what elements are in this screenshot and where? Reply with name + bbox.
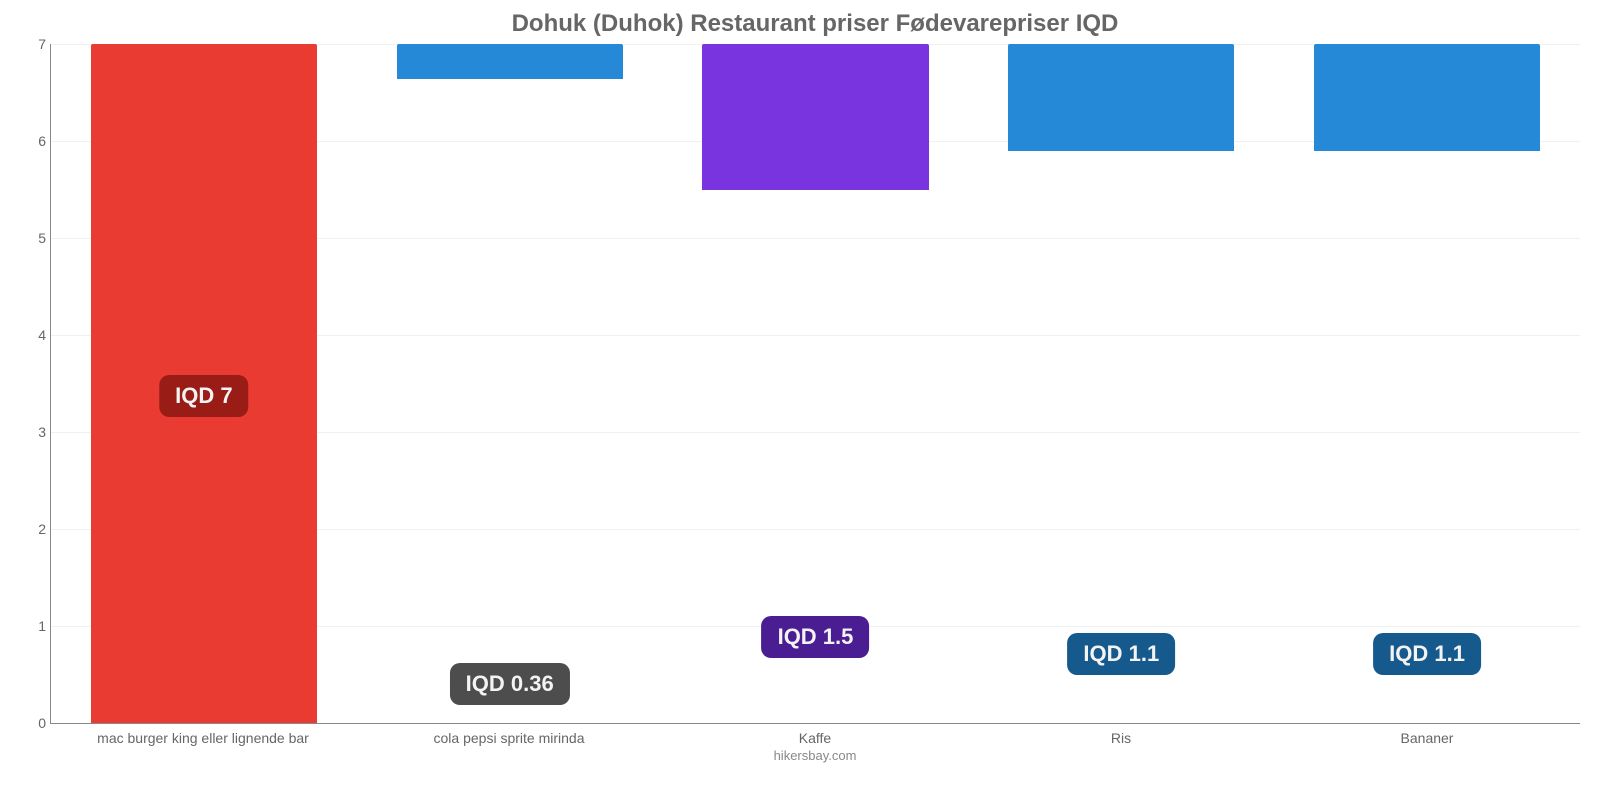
y-tick-label: 6 xyxy=(21,133,46,149)
x-axis-label: Ris xyxy=(968,730,1274,746)
bar-value-badge: IQD 0.36 xyxy=(450,663,570,705)
chart-title: Dohuk (Duhok) Restaurant priser Fødevare… xyxy=(50,10,1580,38)
y-tick-label: 0 xyxy=(21,715,46,731)
x-axis-labels: mac burger king eller lignende barcola p… xyxy=(50,730,1580,746)
y-tick-label: 1 xyxy=(21,618,46,634)
y-tick-label: 7 xyxy=(21,36,46,52)
bar-slot: IQD 0.36 xyxy=(357,44,663,723)
y-tick-label: 3 xyxy=(21,424,46,440)
price-bar-chart: Dohuk (Duhok) Restaurant priser Fødevare… xyxy=(0,0,1600,800)
y-tick-label: 4 xyxy=(21,327,46,343)
bar-value-badge: IQD 1.1 xyxy=(1067,633,1175,675)
bars-container: IQD 7 IQD 0.36 IQD 1.5 IQD 1.1 IQD 1.1 xyxy=(51,44,1580,723)
y-tick-label: 2 xyxy=(21,521,46,537)
bar xyxy=(1008,44,1234,151)
bar-slot: IQD 1.1 xyxy=(968,44,1274,723)
x-axis-label: mac burger king eller lignende bar xyxy=(50,730,356,746)
bar-value-badge: IQD 1.1 xyxy=(1373,633,1481,675)
bar-slot: IQD 7 xyxy=(51,44,357,723)
bar xyxy=(1314,44,1540,151)
x-axis-label: cola pepsi sprite mirinda xyxy=(356,730,662,746)
attribution-text: hikersbay.com xyxy=(50,748,1580,763)
plot-area: 01234567 IQD 7IQD 0.36IQD 1.5IQD 1.1IQD … xyxy=(50,44,1580,724)
bar-slot: IQD 1.1 xyxy=(1274,44,1580,723)
bar-value-badge: IQD 1.5 xyxy=(762,616,870,658)
x-axis-label: Kaffe xyxy=(662,730,968,746)
bar-slot: IQD 1.5 xyxy=(663,44,969,723)
x-axis-label: Bananer xyxy=(1274,730,1580,746)
y-tick-label: 5 xyxy=(21,230,46,246)
bar xyxy=(397,44,623,79)
bar xyxy=(702,44,928,190)
bar-value-badge: IQD 7 xyxy=(159,375,248,417)
